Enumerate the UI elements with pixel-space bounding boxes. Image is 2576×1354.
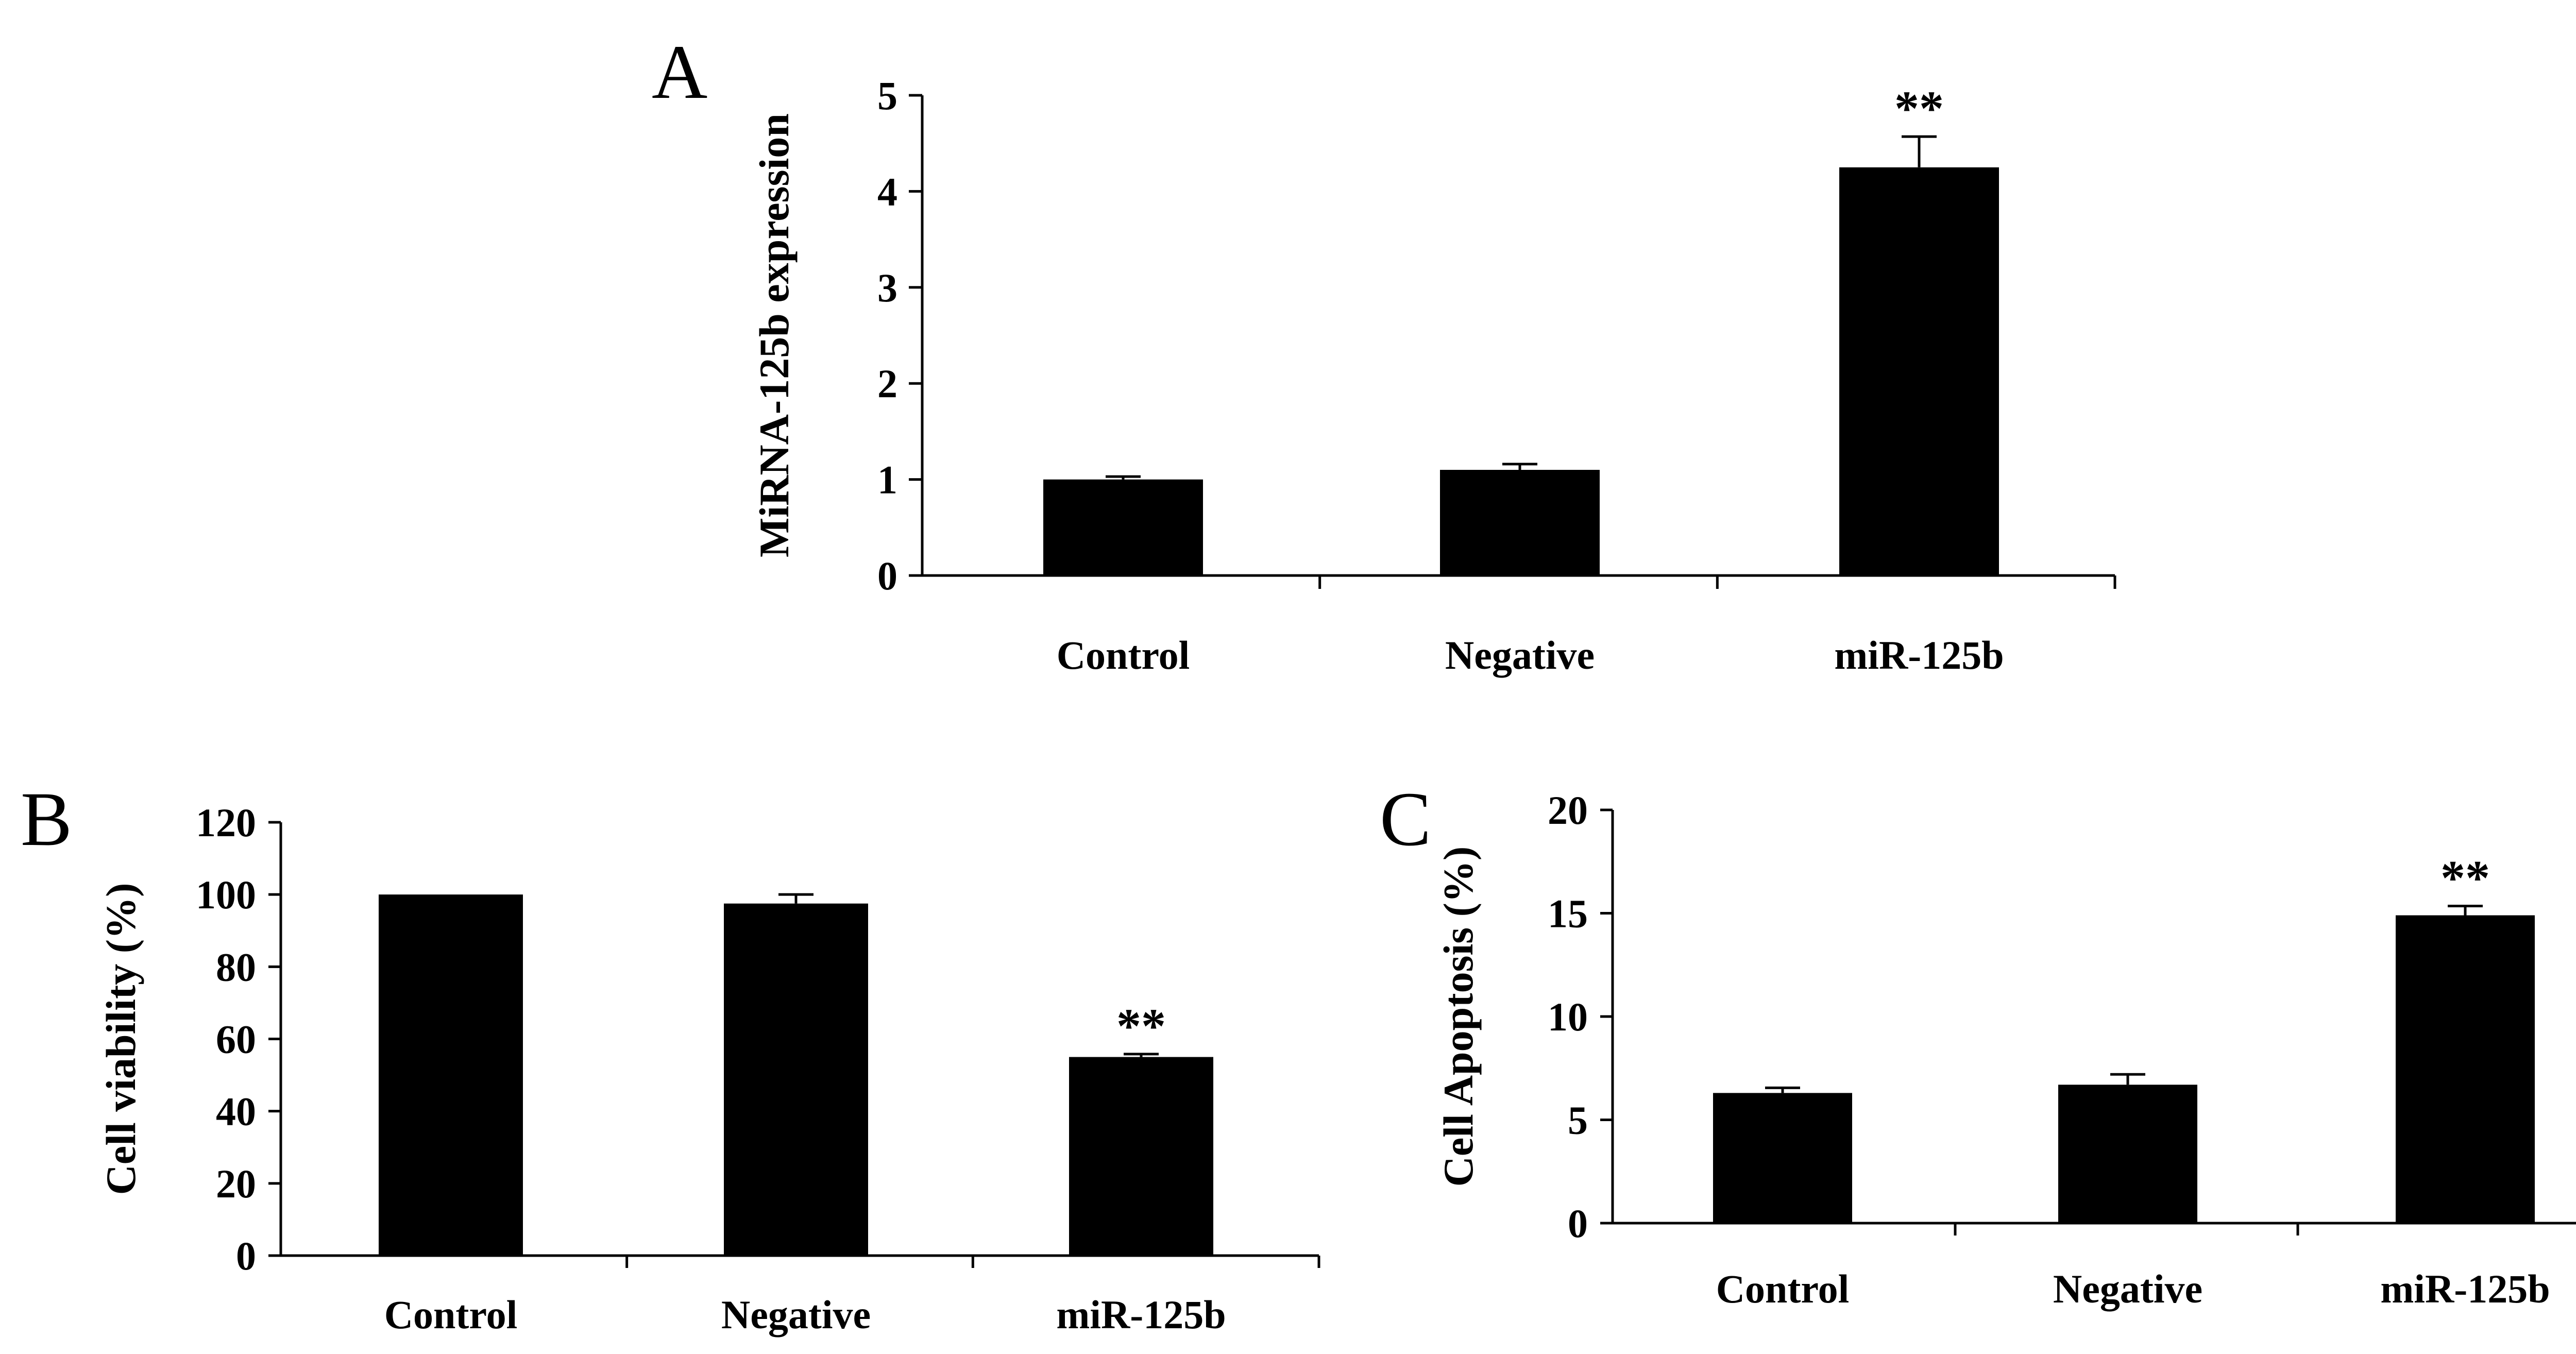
category-label-b-3: miR-125b [1056,1292,1226,1337]
y-axis-title-c: Cell Apoptosis (%) [1435,847,1482,1187]
y-tick-label: 5 [1568,1098,1588,1143]
category-label-b-2: Negative [721,1292,871,1337]
y-axis-title-b: Cell viability (%) [97,883,144,1195]
y-tick-label: 15 [1548,891,1588,936]
y-tick-label: 20 [216,1161,256,1206]
y-tick-label: 0 [877,553,897,598]
category-label-a-1: Control [1057,633,1190,678]
y-tick-label: 1 [877,458,897,502]
y-tick-label: 40 [216,1089,256,1134]
y-tick-label: 60 [216,1017,256,1062]
panel-letter-b: B [21,776,72,862]
panel-a: A 0 1 2 3 4 5 Control Negative ** miR-125b MiRNA-12… [652,29,2116,678]
bar-a-2 [1440,469,1600,576]
significance-label-a: ** [1894,81,1944,136]
y-axis-title-a: MiRNA-125b expression [751,113,798,557]
y-tick-label: 2 [877,361,897,406]
y-tick-label: 120 [196,800,256,845]
category-label-c-1: Control [1716,1266,1850,1311]
significance-label-b: ** [1116,998,1166,1054]
bar-c-2 [2058,1085,2197,1223]
y-tick-label: 0 [236,1233,256,1278]
y-tick-label: 5 [877,73,897,118]
category-label-b-1: Control [384,1292,518,1337]
panel-c: C 0 5 10 15 20 Control Negative ** miR-125b Cell A… [1380,776,2576,1311]
bar-b-1 [379,894,523,1256]
y-tick-label: 0 [1568,1201,1588,1246]
y-tick-label: 100 [196,872,256,917]
category-label-a-3: miR-125b [1834,633,2004,678]
y-tick-label: 4 [877,169,897,214]
y-tick-label: 10 [1548,994,1588,1039]
category-label-c-3: miR-125b [2380,1266,2550,1311]
y-tick-label: 80 [216,944,256,989]
significance-label-c: ** [2441,850,2490,905]
bar-a-3 [1839,167,1999,576]
category-label-c-2: Negative [2053,1266,2202,1311]
bar-c-1 [1713,1093,1852,1223]
bar-a-1 [1043,479,1203,576]
y-tick-label: 20 [1548,788,1588,833]
bar-b-3 [1069,1057,1213,1256]
panel-b: B 0 20 40 60 80 100 120 Control Negative ** miR-125… [21,776,1320,1337]
bar-b-2 [724,903,868,1256]
category-label-a-2: Negative [1445,633,1595,678]
bar-c-3 [2396,915,2535,1223]
panel-letter-a: A [652,29,707,115]
y-tick-label: 3 [877,265,897,310]
panel-letter-c: C [1380,776,1431,862]
